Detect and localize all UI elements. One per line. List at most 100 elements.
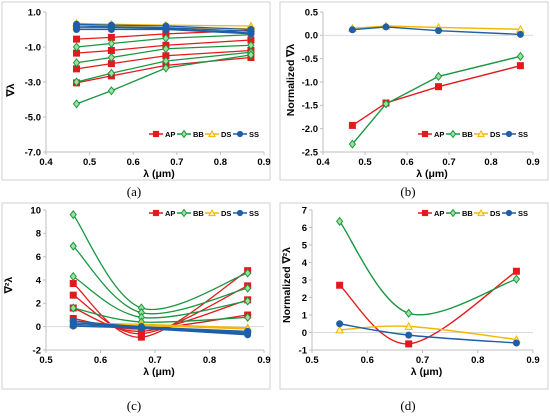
y-tick-label: 2 (36, 299, 41, 310)
x-ticks: 0.5 0.6 0.7 0.8 0.9 (305, 350, 540, 366)
legend-label-ap: AP (165, 130, 175, 139)
data-point (435, 83, 442, 91)
y-ticks: 7 6 5 4 3 2 1 0 -1 (299, 205, 312, 356)
data-point (405, 331, 413, 339)
data-point (72, 58, 81, 68)
data-point (247, 30, 255, 38)
legend-key-bb-marker (180, 208, 188, 218)
legend-label-ds: DS (490, 130, 500, 139)
y-tick-label: -0.5 (302, 54, 319, 65)
panel-caption: (c) (127, 398, 141, 413)
series-line (76, 51, 251, 83)
chart-panel-b: 0.50.0-0.5-1.0-1.5-2.0-2.50.4 0.5 0.6 0.7 0.… (279, 1, 549, 199)
data-point (405, 340, 413, 348)
y-tick-label: 0.5 (305, 7, 319, 18)
data-point (512, 339, 520, 347)
y-tick-label: 7 (302, 205, 307, 216)
legend-label-ds: DS (490, 209, 500, 218)
series-line (76, 54, 252, 105)
y-tick-label: 4 (36, 275, 42, 286)
legend-key-bb-marker (180, 129, 188, 139)
chart-panel-d: 7 6 5 4 3 2 1 0 -10.5 0.6 0.7 0.8 0.9 λ (μm) Normalize… (279, 202, 549, 413)
data-point (69, 291, 77, 299)
legend-key-ss-marker (505, 209, 513, 217)
x-tick-label: 0.8 (203, 355, 216, 366)
data-point (107, 26, 115, 33)
data-point (516, 30, 524, 38)
data-point (512, 274, 521, 284)
legend-label-ss: SS (518, 130, 528, 139)
chart-panel-c: 10 8 6 4 2 0 -20.5 0.6 0.7 0.8 0.9 λ (μm) ∇²λ AP BB DS S… (1, 202, 271, 413)
legend-key-ds-marker (477, 208, 485, 217)
data-point (435, 27, 442, 35)
legend-key-ds-marker (208, 129, 216, 138)
x-tick-label: 0.8 (471, 355, 484, 366)
legend-key-ap-marker (152, 130, 160, 138)
data-point (348, 26, 356, 34)
data-point (69, 280, 77, 287)
data-point (137, 324, 145, 332)
data-point (348, 139, 357, 149)
y-tick-label: -1.0 (25, 42, 41, 53)
data-point (73, 35, 81, 43)
series-line (76, 44, 251, 64)
series-line (76, 27, 251, 34)
data-point (162, 26, 170, 33)
legend: AP BB DS SS (418, 208, 528, 218)
series-line (76, 25, 251, 32)
data-point (162, 63, 170, 73)
data-point (335, 325, 344, 334)
legend-key-ds-marker (208, 208, 216, 217)
y-tick-label: 6 (36, 252, 41, 263)
x-tick-label: 0.8 (484, 157, 497, 168)
data-point (336, 320, 344, 328)
data-point (244, 283, 252, 293)
series-bb (72, 47, 255, 87)
series-line (76, 22, 251, 27)
x-tick-label: 0.7 (170, 157, 183, 168)
y-axis-label: Normalized ∇λ (285, 44, 297, 117)
x-tick-label: 0.8 (214, 157, 227, 168)
y-tick-label: -2.0 (302, 124, 318, 135)
legend-key-ap-marker (421, 130, 429, 138)
data-point (69, 322, 77, 330)
y-ticks: 10 8 6 4 2 0 -2 (30, 205, 46, 356)
y-tick-label: 0 (302, 328, 307, 339)
data-point (107, 47, 115, 54)
series-bb (72, 50, 255, 109)
legend-key-ss-marker (505, 130, 513, 138)
x-tick-label: 0.9 (257, 157, 270, 168)
legend-label-ap: AP (165, 209, 175, 218)
x-tick-label: 0.6 (94, 355, 107, 366)
series-bb (69, 210, 252, 313)
legend-key-bb-marker (449, 129, 457, 139)
y-tick-label: -5.0 (25, 112, 41, 123)
x-tick-label: 0.9 (526, 355, 539, 366)
y-ticks: 0.5 0.0 -0.5 -1.0 -1.5 -2.0 -2.5 (302, 7, 323, 158)
series-line (351, 55, 521, 145)
data-point (72, 77, 81, 87)
y-tick-label: 8 (36, 229, 41, 240)
y-tick-label: 1 (302, 310, 308, 321)
series-line (76, 28, 251, 35)
series-line (76, 23, 251, 31)
legend-label-ss: SS (249, 130, 259, 139)
legend-label-bb: BB (462, 130, 473, 139)
x-ticks: 0.4 0.5 0.6 0.7 0.8 0.9 (316, 152, 540, 168)
y-tick-label: 3 (302, 275, 307, 286)
data-point (348, 121, 356, 129)
series-ss (336, 320, 520, 347)
y-tick-label: -2 (33, 345, 41, 356)
data-point (69, 303, 77, 313)
data-point (516, 62, 524, 70)
legend-key-ap-marker (421, 209, 429, 217)
data-point (72, 99, 81, 109)
y-tick-label: -1.5 (302, 101, 319, 112)
y-axis-label: ∇λ (5, 83, 17, 97)
y-axis-label: Normalized ∇²λ (281, 247, 293, 323)
legend-label-bb: BB (193, 209, 204, 218)
legend: AP BB DS SS (418, 129, 528, 139)
legend-label-ap: AP (434, 130, 444, 139)
data-point (382, 23, 390, 31)
